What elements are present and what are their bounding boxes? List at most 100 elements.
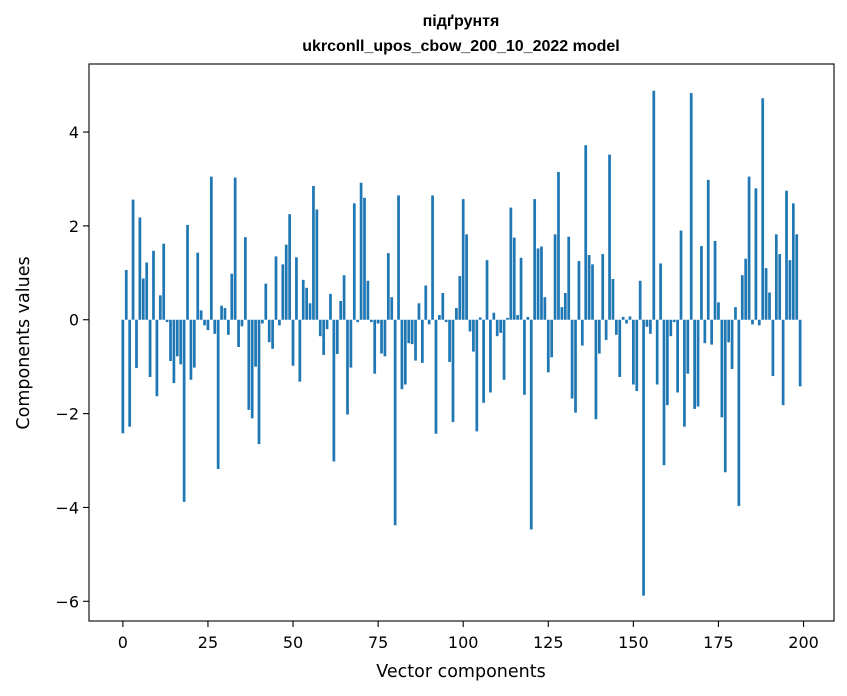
bar bbox=[659, 263, 662, 320]
bar bbox=[587, 254, 591, 320]
bar bbox=[264, 283, 268, 320]
bar bbox=[179, 319, 183, 365]
bar bbox=[608, 154, 611, 320]
bar bbox=[638, 280, 642, 320]
bar bbox=[737, 319, 741, 507]
bar bbox=[312, 186, 315, 320]
bar bbox=[652, 90, 656, 320]
bar bbox=[141, 278, 145, 320]
bar bbox=[128, 319, 132, 427]
bar bbox=[451, 319, 455, 423]
bar bbox=[485, 260, 489, 320]
x-tick-label: 50 bbox=[283, 633, 303, 652]
bar bbox=[703, 319, 707, 344]
bar bbox=[192, 319, 196, 368]
bar bbox=[397, 195, 400, 320]
bar bbox=[199, 310, 203, 320]
bar bbox=[363, 197, 366, 320]
bar bbox=[339, 300, 343, 320]
bar bbox=[546, 319, 550, 373]
bar bbox=[455, 308, 458, 320]
bar bbox=[601, 254, 605, 320]
bar bbox=[145, 262, 149, 320]
bar bbox=[676, 319, 679, 393]
bar bbox=[475, 319, 479, 432]
bar bbox=[135, 319, 138, 369]
bar bbox=[196, 252, 200, 320]
bar bbox=[512, 237, 516, 320]
bar bbox=[369, 319, 373, 323]
x-tick-label: 200 bbox=[788, 633, 819, 652]
bar bbox=[410, 319, 414, 345]
bar bbox=[346, 319, 349, 415]
x-tick-label: 0 bbox=[118, 633, 128, 652]
bar bbox=[386, 253, 390, 320]
bar bbox=[672, 319, 676, 323]
bar bbox=[580, 319, 584, 346]
bar bbox=[560, 307, 564, 320]
bar bbox=[632, 319, 635, 385]
bar bbox=[472, 319, 475, 352]
bar bbox=[757, 319, 761, 326]
bar bbox=[247, 319, 251, 410]
bar bbox=[584, 145, 588, 320]
bar bbox=[618, 319, 622, 377]
bar bbox=[342, 275, 346, 320]
bar bbox=[254, 319, 257, 367]
bar bbox=[414, 319, 417, 361]
bar bbox=[621, 316, 625, 320]
bar bbox=[723, 319, 727, 473]
bar bbox=[220, 305, 223, 320]
bar bbox=[335, 319, 339, 354]
y-axis-title: Components values bbox=[14, 256, 34, 429]
bar bbox=[761, 98, 765, 320]
bar bbox=[305, 287, 308, 320]
bar bbox=[186, 224, 189, 320]
bar bbox=[359, 182, 363, 320]
bar bbox=[380, 319, 383, 354]
bar bbox=[267, 319, 271, 343]
bar bbox=[557, 171, 560, 320]
bar bbox=[526, 316, 530, 320]
bar bbox=[383, 319, 387, 357]
bar bbox=[148, 319, 152, 377]
bar bbox=[655, 319, 659, 385]
bar bbox=[244, 237, 247, 320]
y-tick-label: −6 bbox=[55, 592, 79, 611]
y-tick-label: −2 bbox=[55, 405, 79, 424]
chart-title: підґрунтя bbox=[423, 13, 500, 30]
bar bbox=[540, 246, 543, 320]
bar bbox=[138, 217, 142, 320]
x-tick-label: 175 bbox=[703, 633, 734, 652]
bar bbox=[155, 319, 159, 397]
bar bbox=[257, 319, 261, 445]
bar bbox=[233, 177, 237, 320]
bar bbox=[649, 319, 652, 334]
bar bbox=[679, 230, 683, 320]
bar bbox=[495, 319, 499, 337]
bar bbox=[325, 319, 329, 330]
bar bbox=[329, 293, 332, 320]
bar bbox=[417, 303, 421, 320]
bar bbox=[271, 319, 274, 349]
bar bbox=[121, 319, 125, 434]
bar bbox=[400, 319, 404, 390]
bar bbox=[152, 250, 155, 320]
bar bbox=[175, 319, 179, 357]
bar bbox=[747, 176, 751, 320]
bar bbox=[574, 319, 577, 413]
bar bbox=[393, 319, 397, 526]
bar bbox=[744, 258, 748, 320]
bar bbox=[431, 195, 434, 320]
bar bbox=[536, 248, 540, 320]
bar bbox=[189, 319, 193, 380]
bar bbox=[352, 203, 356, 320]
x-axis-title: Vector components bbox=[376, 662, 545, 682]
bar bbox=[506, 317, 509, 320]
bar bbox=[614, 319, 618, 335]
x-tick-label: 100 bbox=[448, 633, 479, 652]
bar bbox=[427, 319, 431, 325]
bar bbox=[700, 246, 703, 320]
bar bbox=[288, 214, 291, 320]
